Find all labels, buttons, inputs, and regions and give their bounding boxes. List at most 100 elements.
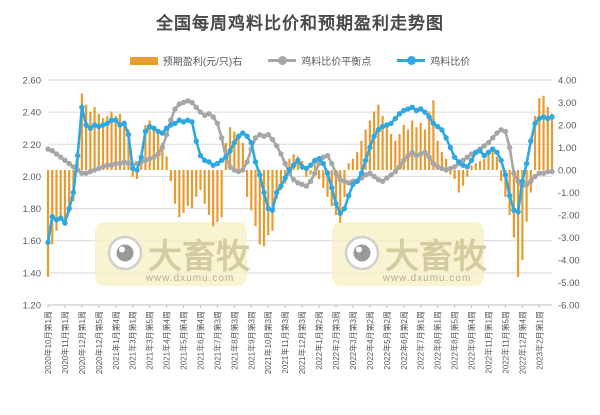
svg-text:2021年8月第3周: 2021年8月第3周 [229,311,239,370]
profit-bar [394,140,397,170]
profit-bar [478,161,482,170]
profit-bar [313,163,316,170]
profit-bar [80,93,83,170]
svg-text:2022年2月第3周: 2022年2月第3周 [331,311,341,370]
x-axis-labels: 2020年10月第1周 2020年11月第1周 2020年12月第1周 2020年12… [43,311,544,374]
legend: 预期盈利(元/只)右 鸡料比价平衡点 鸡料比价 [0,53,600,68]
profit-bar [152,127,155,170]
profit-bar [305,170,308,177]
profit-bar [127,129,130,170]
profit-bar [131,170,134,177]
profit-bar [118,113,122,170]
svg-text:2022年3月第3周: 2022年3月第3周 [348,311,358,370]
profit-bar [415,127,418,170]
profit-bar [135,170,139,179]
legend-item-ratio: 鸡料比价 [397,53,470,68]
profit-bar [491,149,494,170]
svg-text:2020年11月第1周: 2020年11月第1周 [60,311,70,374]
left-axis-labels: 2.60 2.40 2.20 2.00 1.80 1.60 1.40 1.20 [23,76,42,312]
profit-bar [453,170,456,179]
svg-text:2.60: 2.60 [23,76,42,87]
profit-bar [220,170,223,218]
profit-bar [106,116,109,170]
profit-bar [271,170,274,231]
svg-text:-5.00: -5.00 [558,278,580,289]
profit-bar [169,170,172,182]
profit-bar [186,170,189,206]
svg-text:2022年5月第2周: 2022年5月第2周 [382,311,392,370]
svg-text:1.20: 1.20 [23,301,42,312]
profit-bar [114,116,117,170]
legend-label-ratio: 鸡料比价 [430,57,471,68]
profit-bar [97,113,100,170]
profit-bar [542,95,545,170]
profit-bar [360,140,363,170]
profit-bar [546,107,549,170]
profit-bar [440,152,443,170]
profit-bar [245,170,249,197]
svg-text:2022年6月第2周: 2022年6月第2周 [399,311,409,370]
profit-bar [445,158,448,170]
svg-text:2023年2月第1周: 2023年2月第1周 [534,311,544,370]
svg-text:2022年8月第1周: 2022年8月第1周 [433,311,443,370]
profit-bar [495,156,499,170]
legend-dot-blue [407,56,417,65]
svg-text:2021年11月第3周: 2021年11月第3周 [280,311,290,374]
profit-bar [275,170,278,200]
profit-bar [203,170,206,204]
profit-bar [89,111,92,170]
profit-bar [487,154,490,170]
profit-bar [296,156,299,170]
svg-text:2022年1月第2周: 2022年1月第2周 [314,311,324,370]
svg-text:2.00: 2.00 [558,121,577,132]
profit-bar [436,140,439,170]
profit-bar [59,170,62,218]
svg-text:2021年7月第3周: 2021年7月第3周 [212,311,222,370]
profit-bar [267,170,270,236]
profit-bar [123,120,126,170]
profit-bar [195,170,198,197]
svg-text:2020年12月第1周: 2020年12月第1周 [77,311,87,374]
svg-text:2021年5月第4周: 2021年5月第4周 [179,311,189,370]
svg-text:-1.00: -1.00 [558,188,580,199]
svg-text:-4.00: -4.00 [558,256,580,267]
profit-bar [538,98,541,170]
svg-text:1.60: 1.60 [23,236,42,247]
profit-bar [500,170,503,182]
profit-bar [165,156,168,170]
profit-bar [322,170,325,188]
svg-text:2.40: 2.40 [23,108,42,119]
svg-text:0.00: 0.00 [558,166,577,177]
svg-text:2021年3月第5周: 2021年3月第5周 [145,311,155,370]
svg-text:1.80: 1.80 [23,204,42,215]
profit-bar [161,143,164,170]
profit-bar [398,134,401,170]
profit-bar [46,170,50,277]
profit-bar [110,111,113,170]
profit-bar [356,152,359,170]
svg-text:2022年11月第5周: 2022年11月第5周 [500,311,510,374]
line-marker-icon-blue [397,56,426,65]
profit-bar [148,120,151,170]
profit-bar [288,158,291,170]
profit-bar [483,158,486,170]
svg-text:2021年6月第4周: 2021年6月第4周 [195,311,205,370]
profit-bar [457,170,460,193]
svg-text:-2.00: -2.00 [558,211,580,222]
svg-text:2020年10月第1周: 2020年10月第1周 [43,311,53,374]
svg-text:-6.00: -6.00 [558,301,580,312]
profit-bar [474,163,477,170]
svg-text:2021年3月第1周: 2021年3月第1周 [128,311,138,370]
profit-bar [432,100,435,170]
profit-bar [309,170,312,175]
legend-label-balance-point: 鸡料比价平衡点 [301,57,372,68]
profit-bar [364,129,367,170]
profit-bar [504,170,507,197]
profit-bar [93,107,96,170]
profit-bar [85,104,88,170]
profit-bar [199,170,202,191]
profit-bar [347,163,350,170]
